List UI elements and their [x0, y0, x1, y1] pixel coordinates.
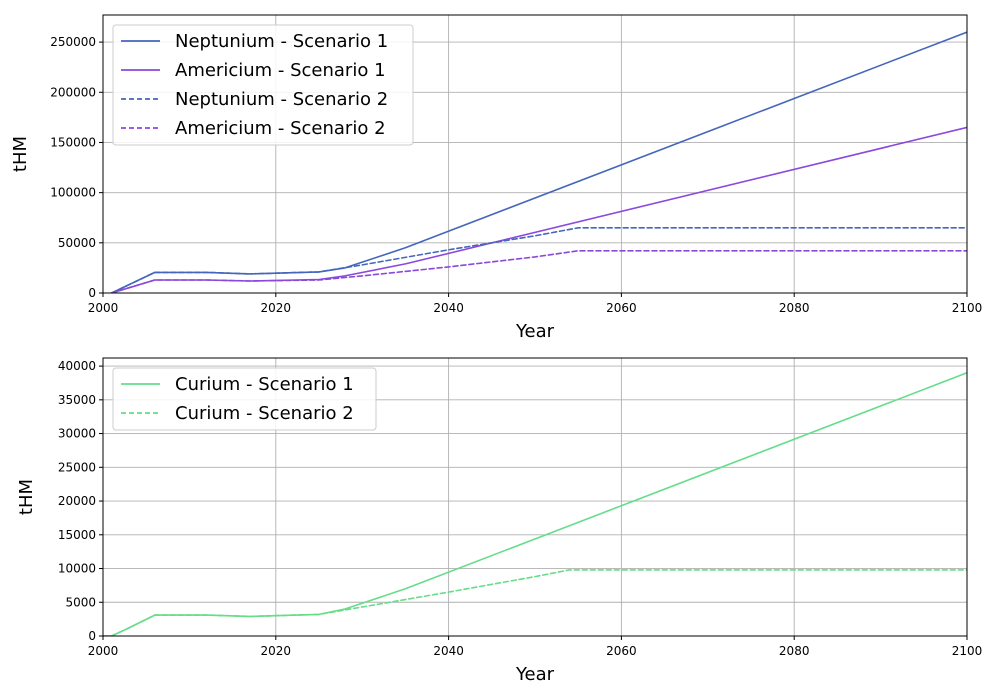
chart2-legend: Curium - Scenario 1 Curium - Scenario 2 — [112, 367, 377, 431]
chart1-y-tick-label: 0 — [88, 286, 96, 300]
chart2-y-axis-title: tHM — [16, 479, 37, 515]
chart2-y-tick-label: 35000 — [58, 393, 96, 407]
chart1-legend-label-4: Americium - Scenario 2 — [175, 118, 386, 139]
chart1-x-tick-label: 2020 — [261, 301, 292, 315]
chart2-x-tick-label: 2060 — [606, 644, 637, 658]
chart1-series-4-line — [110, 250, 967, 293]
chart1-x-tick-label: 2060 — [606, 301, 637, 315]
chart2-y-tick-label: 15000 — [58, 528, 96, 542]
chart1-legend-label-3: Neptunium - Scenario 2 — [175, 89, 388, 110]
chart1-x-tick-label: 2080 — [779, 301, 810, 315]
chart1-legend-label-2: Americium - Scenario 1 — [175, 60, 386, 81]
chart1-y-tick-label: 250000 — [50, 35, 96, 49]
chart1-legend-label-1: Neptunium - Scenario 1 — [175, 31, 388, 52]
chart2-x-tick-label: 2000 — [88, 644, 119, 658]
chart1-series-2-line — [110, 126, 967, 293]
chart2-y-tick-label: 30000 — [58, 427, 96, 441]
chart2-x-axis-title: Year — [515, 664, 555, 685]
chart2-panel: 2000 2020 2040 2060 2080 2100 0 5000 10000 15000 2… — [16, 357, 983, 685]
chart2-x-tick-label: 2080 — [779, 644, 810, 658]
chart1-x-tick-label: 2000 — [88, 301, 119, 315]
chart1-panel: 2000 2020 2040 2060 2080 2100 0 50000 100000 1500… — [10, 14, 983, 342]
chart2-y-tick-label: 20000 — [58, 494, 96, 508]
chart2-y-tick-label: 25000 — [58, 460, 96, 474]
chart2-x-tick-label: 2040 — [433, 644, 464, 658]
chart1-series-3-line — [110, 227, 967, 293]
chart1-y-tick-label: 100000 — [50, 186, 96, 200]
chart2-series-2-line — [103, 569, 967, 636]
chart1-x-tick-label: 2040 — [433, 301, 464, 315]
chart1-y-tick-label: 200000 — [50, 85, 96, 99]
chart2-x-tick-label: 2100 — [952, 644, 983, 658]
chart2-x-tick-label: 2020 — [261, 644, 292, 658]
chart1-legend-box — [112, 24, 414, 146]
chart1-y-axis-title: tHM — [10, 136, 31, 172]
chart2-y-tick-label: 40000 — [58, 359, 96, 373]
chart1-axes-frame — [102, 14, 968, 294]
chart2-axes-frame — [102, 357, 968, 637]
chart1-x-tick-label: 2100 — [952, 301, 983, 315]
chart1-y-tick-label: 150000 — [50, 135, 96, 149]
chart1-x-axis-title: Year — [515, 321, 555, 342]
chart2-y-tick-label: 0 — [88, 629, 96, 643]
chart2-legend-box — [112, 367, 377, 431]
chart2-y-tick-label: 10000 — [58, 562, 96, 576]
chart1-y-tick-label: 50000 — [58, 236, 96, 250]
chart2-y-tick-label: 5000 — [65, 595, 96, 609]
chart2-legend-label-1: Curium - Scenario 1 — [175, 374, 354, 395]
chart1-legend: Neptunium - Scenario 1 Americium - Scenar… — [112, 24, 414, 146]
chart2-legend-label-2: Curium - Scenario 2 — [175, 403, 354, 424]
